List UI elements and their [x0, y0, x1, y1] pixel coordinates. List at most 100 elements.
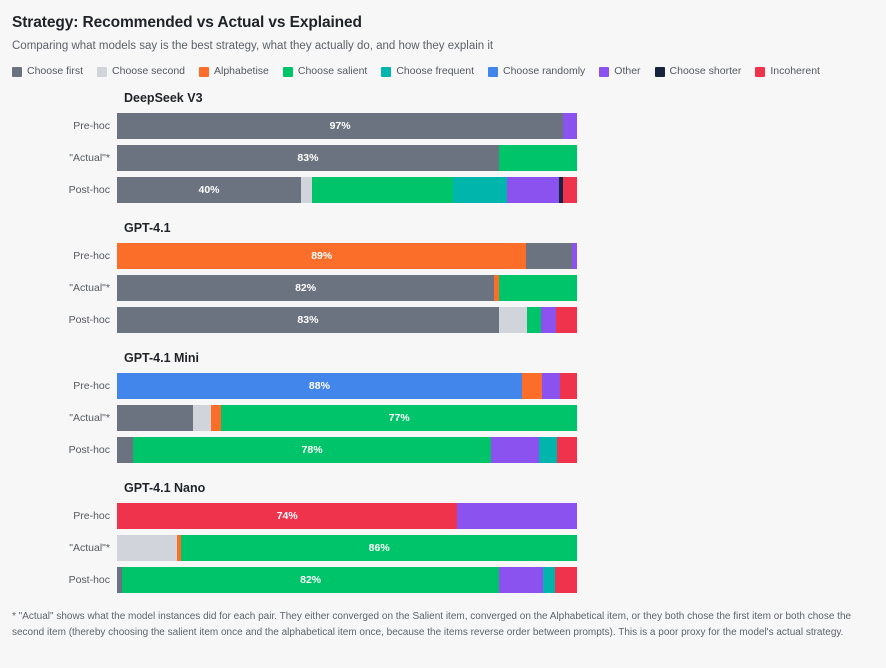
bar-segment[interactable] [452, 176, 507, 203]
stacked-bar[interactable]: 86% [117, 534, 577, 561]
bar-segment[interactable] [527, 306, 541, 333]
bar-segment[interactable]: 78% [132, 436, 492, 463]
bar-segment[interactable]: 83% [117, 144, 499, 171]
stacked-bar[interactable]: 77% [117, 404, 577, 431]
legend-swatch-icon [199, 66, 209, 77]
bar-segment[interactable] [117, 436, 133, 463]
row-axis-label: "Actual"* [69, 411, 110, 424]
bar-segment[interactable] [499, 566, 544, 593]
bar-segment[interactable] [491, 436, 540, 463]
chart-row: "Actual"* 86% [12, 534, 874, 561]
bar-segment-value-label: 97% [329, 119, 351, 132]
row-axis-label: Post-hoc [68, 443, 110, 456]
chart-row: Post-hoc 40% [12, 176, 874, 203]
legend-item[interactable]: Choose salient [282, 66, 367, 77]
bar-segment-value-label: 88% [308, 379, 330, 392]
bar-segment[interactable] [558, 176, 563, 203]
group-spacer [12, 339, 874, 351]
bar-segment[interactable]: 77% [221, 404, 577, 431]
bar-segment[interactable] [563, 112, 577, 139]
chart-subtitle: Comparing what models say is the best st… [12, 39, 494, 52]
legend-swatch-icon [381, 66, 392, 77]
chart-group: GPT-4.1 Pre-hoc 89% "Actual"* 82% Post-hoc 83% [12, 221, 874, 333]
bar-segment[interactable]: 88% [117, 372, 522, 399]
bar-segment-value-label: 77% [388, 411, 410, 424]
legend-item[interactable]: Choose first [12, 66, 83, 77]
bar-segment[interactable] [498, 274, 577, 301]
stacked-bar[interactable]: 88% [117, 372, 577, 399]
legend-item[interactable]: Incoherent [755, 66, 820, 77]
bar-segment[interactable] [559, 372, 577, 399]
bar-segment[interactable] [543, 566, 556, 593]
bar-segment[interactable] [117, 566, 123, 593]
legend-item[interactable]: Other [599, 66, 641, 77]
bar-segment[interactable] [506, 176, 559, 203]
bar-segment[interactable]: 86% [181, 534, 577, 561]
bar-segment[interactable] [301, 176, 313, 203]
bar-segment[interactable]: 40% [117, 176, 301, 203]
legend-swatch-icon [487, 66, 498, 77]
bar-segment[interactable] [562, 176, 577, 203]
bar-segment-value-label: 83% [297, 313, 319, 326]
bar-segment[interactable] [211, 404, 222, 431]
bar-segment-value-label: 82% [295, 281, 317, 294]
stacked-bar[interactable]: 82% [117, 566, 577, 593]
stacked-bar[interactable]: 83% [117, 306, 577, 333]
bar-segment[interactable] [117, 404, 194, 431]
legend-item[interactable]: Choose shorter [654, 66, 741, 77]
legend-item[interactable]: Alphabetise [199, 66, 269, 77]
bar-segment[interactable]: 74% [117, 502, 458, 529]
legend-item-label: Choose randomly [502, 65, 586, 78]
bar-segment[interactable] [498, 144, 577, 171]
row-axis-label: Pre-hoc [73, 509, 110, 522]
bar-segment[interactable]: 97% [117, 112, 564, 139]
row-axis-label: Pre-hoc [73, 119, 110, 132]
bar-segment[interactable] [521, 372, 543, 399]
bar-segment[interactable] [498, 306, 528, 333]
row-axis-label: "Actual"* [69, 281, 110, 294]
bar-segment[interactable] [176, 534, 182, 561]
bar-segment[interactable] [457, 502, 577, 529]
bar-segment[interactable] [494, 274, 499, 301]
row-axis-label: Post-hoc [68, 313, 110, 326]
bar-segment[interactable]: 89% [117, 242, 527, 269]
chart-row: Post-hoc 78% [12, 436, 874, 463]
row-axis-label: "Actual"* [69, 151, 110, 164]
legend-item-label: Incoherent [770, 65, 820, 78]
bar-segment[interactable]: 83% [117, 306, 499, 333]
stacked-bar[interactable]: 78% [117, 436, 577, 463]
stacked-bar[interactable]: 82% [117, 274, 577, 301]
stacked-bar[interactable]: 97% [117, 112, 577, 139]
bar-segment[interactable] [572, 242, 577, 269]
stacked-bar[interactable]: 74% [117, 502, 577, 529]
bar-segment[interactable] [312, 176, 453, 203]
legend-item[interactable]: Choose randomly [487, 65, 586, 78]
bar-segment[interactable] [526, 242, 573, 269]
chart-row: "Actual"* 83% [12, 144, 874, 171]
stacked-bar[interactable]: 89% [117, 242, 577, 269]
stacked-bar[interactable]: 83% [117, 144, 577, 171]
bar-segment-value-label: 83% [297, 151, 319, 164]
group-spacer [12, 209, 874, 221]
bar-segment[interactable] [557, 436, 577, 463]
bar-segment[interactable] [193, 404, 212, 431]
bar-segment[interactable] [555, 566, 577, 593]
bar-segment-value-label: 78% [301, 443, 323, 456]
bar-segment[interactable]: 82% [117, 274, 495, 301]
bar-segment[interactable] [542, 372, 560, 399]
bar-segment[interactable] [540, 306, 556, 333]
group-title: GPT-4.1 [124, 220, 171, 235]
row-axis-label: Post-hoc [68, 183, 110, 196]
bar-segment[interactable] [555, 306, 577, 333]
legend-item-label: Choose frequent [396, 65, 474, 78]
legend-item[interactable]: Choose second [97, 66, 185, 77]
bar-segment[interactable]: 82% [122, 566, 500, 593]
bar-segment[interactable] [117, 534, 177, 561]
chart-row: Post-hoc 83% [12, 306, 874, 333]
chart-footnote: * "Actual" shows what the model instance… [12, 611, 852, 638]
legend-item[interactable]: Choose frequent [381, 66, 474, 77]
stacked-bar[interactable]: 40% [117, 176, 577, 203]
bar-segment[interactable] [539, 436, 558, 463]
chart-row: Pre-hoc 74% [12, 502, 874, 529]
legend-item-label: Choose second [112, 65, 185, 78]
